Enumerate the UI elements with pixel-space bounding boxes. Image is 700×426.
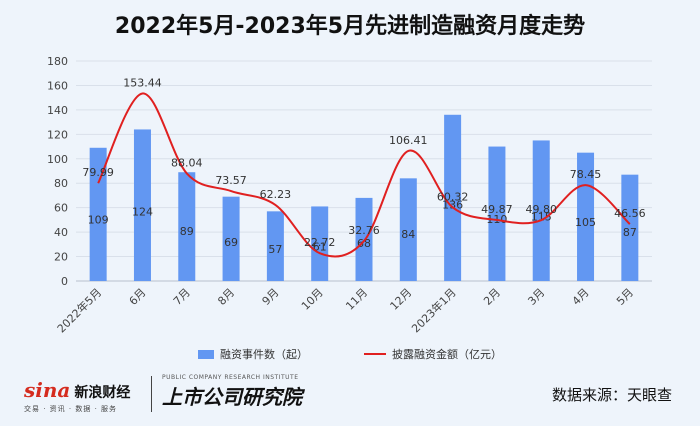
sina-tagline: 交易 · 资讯 · 数据 · 服务 <box>24 405 118 413</box>
legend-label-bars: 融资事件数（起） <box>220 348 308 361</box>
legend-swatch-line <box>364 353 386 355</box>
line-value-label: 60.32 <box>437 190 469 203</box>
x-tick-label: 10月 <box>299 286 326 313</box>
bar <box>311 206 329 281</box>
brand-chinese: 上市公司研究院 <box>162 385 302 409</box>
legend-swatch-bars <box>198 349 214 359</box>
line-value-label: 32.76 <box>348 224 380 237</box>
y-tick-label: 140 <box>47 104 68 117</box>
line-value-label: 79.99 <box>82 166 114 179</box>
bar-value-label: 57 <box>268 243 282 256</box>
bar-value-label: 87 <box>623 226 637 239</box>
bar <box>266 211 284 281</box>
line-value-label: 88.04 <box>171 156 203 169</box>
x-tick-label: 12月 <box>388 286 415 313</box>
data-source: 数据来源：天眼查 <box>551 386 672 404</box>
y-tick-label: 60 <box>54 202 68 215</box>
bar <box>89 147 107 281</box>
sina-finance-name: 新浪财经 <box>74 385 131 401</box>
bar <box>532 140 550 281</box>
y-tick-label: 180 <box>47 55 68 68</box>
bar-value-label: 89 <box>180 225 194 238</box>
legend: 融资事件数（起） 披露融资金额（亿元） <box>0 346 700 362</box>
bar <box>621 174 639 281</box>
y-tick-label: 20 <box>54 251 68 264</box>
x-tick-label: 3月 <box>525 286 547 308</box>
research-institute-logo: PUBLIC COMPANY RESEARCH INSTITUTE 上市公司研究… <box>162 374 302 410</box>
bar-value-label: 105 <box>575 216 596 229</box>
footer: sina 新浪财经 交易 · 资讯 · 数据 · 服务 PUBLIC COMPA… <box>0 370 700 426</box>
x-tick-label: 9月 <box>260 286 282 308</box>
bar <box>178 172 196 281</box>
legend-item-line: 披露融资金额（亿元） <box>364 346 502 362</box>
x-tick-label: 6月 <box>127 286 149 308</box>
bar <box>444 114 462 282</box>
bar <box>399 178 417 281</box>
legend-item-bars: 融资事件数（起） <box>198 346 308 362</box>
y-tick-label: 100 <box>47 153 68 166</box>
bar-value-label: 84 <box>401 228 415 241</box>
line-value-label: 73.57 <box>215 174 247 187</box>
chart-title: 2022年5月-2023年5月先进制造融资月度走势 <box>114 14 586 39</box>
legend-label-line: 披露融资金额（亿元） <box>392 348 502 361</box>
footer-divider <box>151 376 152 412</box>
bar-value-label: 68 <box>357 237 371 250</box>
brand-english: PUBLIC COMPANY RESEARCH INSTITUTE <box>162 374 299 381</box>
x-tick-label: 11月 <box>343 286 370 313</box>
x-tick-label: 4月 <box>570 286 592 308</box>
line-value-label: 78.45 <box>570 168 602 181</box>
line-value-label: 46.56 <box>614 207 646 220</box>
bar-value-label: 115 <box>531 210 552 223</box>
y-tick-label: 0 <box>61 275 68 288</box>
bar-value-label: 69 <box>224 236 238 249</box>
x-tick-label: 7月 <box>171 286 193 308</box>
line-value-label: 62.23 <box>260 188 292 201</box>
sina-finance-logo: sina 新浪财经 <box>24 378 130 402</box>
line-value-label: 106.41 <box>389 134 428 147</box>
line-value-label: 153.44 <box>123 76 162 89</box>
y-tick-label: 80 <box>54 177 68 190</box>
x-tick-label: 8月 <box>215 286 237 308</box>
bar-value-label: 124 <box>132 205 153 218</box>
x-tick-label: 2月 <box>481 286 503 308</box>
line-value-label: 49.87 <box>481 203 513 216</box>
bar <box>488 146 506 281</box>
x-tick-label: 5月 <box>614 286 636 308</box>
bar <box>133 129 151 281</box>
x-tick-label: 2023年1月 <box>409 285 459 335</box>
line-value-label: 49.80 <box>525 203 557 216</box>
y-tick-label: 40 <box>54 226 68 239</box>
bar-value-label: 109 <box>88 214 109 227</box>
x-tick-label: 2022年5月 <box>54 285 104 335</box>
line-value-label: 22.72 <box>304 236 336 249</box>
amount-line <box>97 92 631 258</box>
bar <box>222 196 240 281</box>
y-tick-label: 160 <box>47 79 68 92</box>
sina-logo-text: sina <box>24 378 71 402</box>
y-tick-label: 120 <box>47 128 68 141</box>
